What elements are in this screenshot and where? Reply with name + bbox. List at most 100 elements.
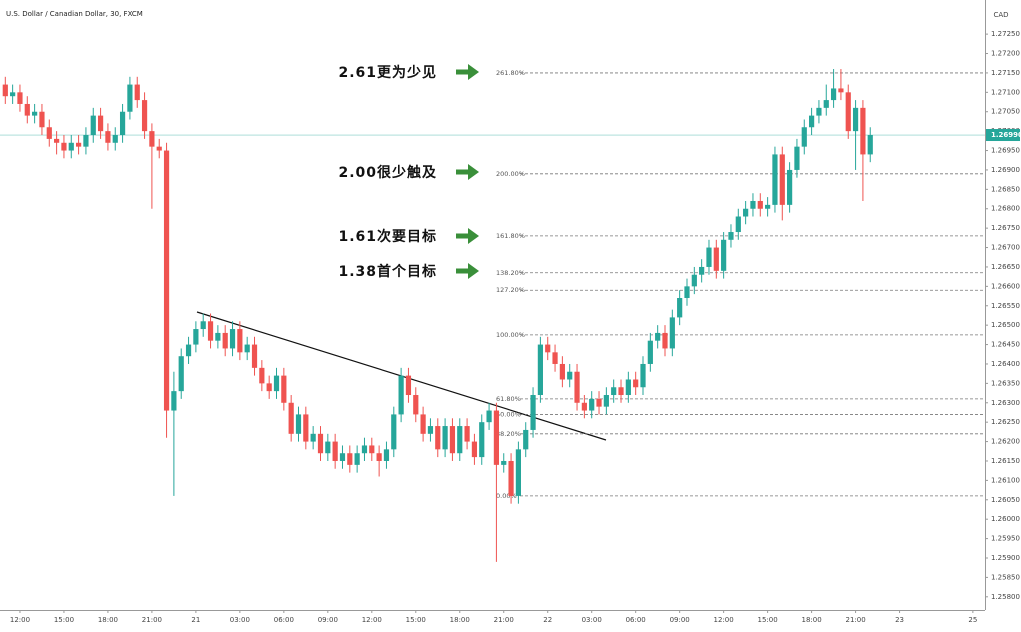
fib-label: 127.20%: [496, 286, 525, 294]
x-tick-label: 21: [191, 616, 200, 624]
y-tick-label: 1.25850: [991, 573, 1020, 581]
candle-body: [317, 433, 324, 454]
candle-body: [237, 329, 243, 353]
candle-body: [589, 398, 595, 411]
candle-body: [229, 329, 236, 349]
candle-body: [750, 200, 756, 209]
candle-body: [266, 383, 272, 392]
candle-body: [787, 169, 793, 205]
candle-body: [54, 138, 60, 143]
y-tick-label: 1.26550: [991, 302, 1020, 310]
candle-body: [222, 332, 228, 349]
candle-body: [310, 433, 316, 442]
candle-body: [508, 460, 514, 496]
x-tick-label: 15:00: [758, 616, 778, 624]
candle-body: [435, 426, 441, 450]
candle-body: [838, 88, 844, 93]
candle-body: [391, 414, 397, 450]
currency-label: CAD: [993, 11, 1008, 19]
x-tick-label: 03:00: [582, 616, 602, 624]
x-tick-label: 21:00: [142, 616, 162, 624]
candle-body: [845, 92, 851, 132]
y-tick-label: 1.26250: [991, 418, 1020, 426]
candle-body: [662, 332, 668, 349]
candle-body: [706, 247, 712, 267]
chart-title: U.S. Dollar / Canadian Dollar, 30, FXCM: [6, 10, 143, 18]
candle-body: [383, 449, 390, 461]
candle-body: [611, 387, 617, 396]
candle-body: [772, 154, 778, 205]
x-tick-label: 03:00: [230, 616, 250, 624]
y-tick-label: 1.26850: [991, 185, 1020, 193]
x-tick-label: 18:00: [450, 616, 470, 624]
candle-body: [457, 426, 463, 454]
fib-label: 0.00%: [496, 492, 517, 500]
candle-body: [83, 135, 89, 147]
candle-body: [464, 426, 470, 442]
candle-body: [134, 84, 140, 101]
candle-body: [449, 426, 456, 454]
x-tick-label: 09:00: [318, 616, 338, 624]
y-tick-label: 1.27200: [991, 50, 1020, 58]
candle-body: [830, 88, 837, 101]
x-tick-label: 18:00: [802, 616, 822, 624]
y-tick-label: 1.26950: [991, 147, 1020, 155]
candle-body: [10, 92, 16, 97]
candle-body: [32, 111, 38, 116]
candle-body: [699, 266, 705, 275]
candle-body: [743, 208, 749, 217]
x-tick-label: 18:00: [98, 616, 118, 624]
candle-body: [325, 441, 331, 454]
y-tick-label: 1.26600: [991, 282, 1020, 290]
candle-body: [640, 363, 646, 388]
candle-body: [427, 426, 434, 434]
candle-body: [442, 426, 448, 450]
candle-body: [669, 317, 675, 349]
y-tick-label: 1.26900: [991, 166, 1020, 174]
candle-body: [809, 115, 815, 128]
candle-body: [405, 375, 412, 396]
candle-body: [281, 375, 287, 403]
candle-body: [523, 429, 529, 450]
candle-body: [852, 107, 859, 132]
y-tick-label: 1.26500: [991, 321, 1020, 329]
candle-body: [823, 100, 829, 108]
candle-body: [691, 274, 697, 287]
candle-body: [39, 111, 45, 128]
x-tick-label: 06:00: [274, 616, 294, 624]
candle-body: [655, 332, 661, 341]
candle-layer: [2, 69, 873, 562]
fib-label: 50.00%: [496, 410, 521, 418]
y-tick-label: 1.25900: [991, 554, 1020, 562]
x-tick-label: 12:00: [714, 616, 734, 624]
x-tick-label: 22: [543, 616, 552, 624]
candle-body: [24, 103, 30, 116]
candle-body: [119, 111, 126, 136]
fib-label: 100.00%: [496, 331, 525, 339]
fib-label: 161.80%: [496, 232, 525, 240]
annotation-arrow: [456, 228, 479, 244]
candle-body: [603, 395, 609, 407]
y-tick-label: 1.26400: [991, 360, 1020, 368]
candle-body: [339, 453, 346, 461]
fib-label: 138.20%: [496, 269, 525, 277]
candle-body: [251, 344, 258, 368]
candle-body: [647, 340, 653, 364]
candle-body: [215, 332, 221, 341]
candle-body: [471, 441, 478, 458]
x-tick-label: 21:00: [845, 616, 865, 624]
candle-body: [207, 321, 214, 341]
candle-body: [178, 356, 184, 392]
candle-body: [141, 100, 148, 132]
annotation-arrow: [456, 64, 479, 80]
fib-label: 61.80%: [496, 395, 521, 403]
candle-body: [361, 445, 368, 454]
candle-body: [17, 92, 23, 104]
candle-body: [596, 398, 602, 407]
candle-body: [61, 142, 67, 151]
candle-body: [163, 150, 170, 411]
candle-body: [552, 352, 558, 364]
x-tick-label: 06:00: [626, 616, 646, 624]
candle-body: [537, 344, 543, 396]
